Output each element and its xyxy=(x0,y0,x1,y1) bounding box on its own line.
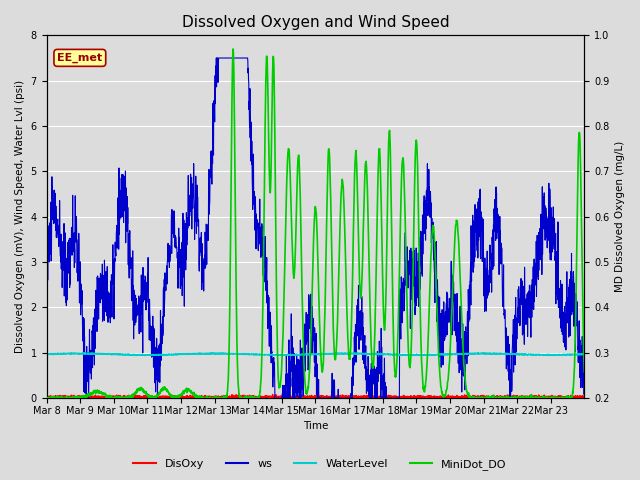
MiniDot_DO xyxy=(477,395,485,400)
MiniDot_DO xyxy=(508,395,516,401)
MiniDot_DO xyxy=(348,300,356,306)
WaterLevel xyxy=(43,351,51,357)
DisOxy xyxy=(43,394,51,399)
DisOxy xyxy=(269,392,276,397)
Line: DisOxy: DisOxy xyxy=(47,395,584,398)
Title: Dissolved Oxygen and Wind Speed: Dissolved Oxygen and Wind Speed xyxy=(182,15,449,30)
DisOxy xyxy=(508,395,516,400)
ws xyxy=(154,396,161,401)
DisOxy xyxy=(59,396,67,401)
WaterLevel xyxy=(508,351,516,357)
MiniDot_DO xyxy=(97,389,104,395)
WaterLevel xyxy=(212,350,220,356)
Y-axis label: MD Dissolved Oxygen (mg/L): MD Dissolved Oxygen (mg/L) xyxy=(615,141,625,292)
Text: EE_met: EE_met xyxy=(58,53,102,63)
ws xyxy=(97,300,104,306)
Line: WaterLevel: WaterLevel xyxy=(47,353,584,356)
Legend: DisOxy, ws, WaterLevel, MiniDot_DO: DisOxy, ws, WaterLevel, MiniDot_DO xyxy=(129,455,511,474)
X-axis label: Time: Time xyxy=(303,421,328,432)
ws xyxy=(212,55,220,61)
WaterLevel xyxy=(348,350,355,356)
DisOxy xyxy=(477,394,485,399)
DisOxy xyxy=(580,394,588,400)
MiniDot_DO xyxy=(44,396,51,401)
WaterLevel xyxy=(573,352,581,358)
ws xyxy=(348,374,356,380)
MiniDot_DO xyxy=(229,46,237,52)
MiniDot_DO xyxy=(43,395,51,400)
MiniDot_DO xyxy=(212,396,220,401)
ws xyxy=(508,382,516,387)
MiniDot_DO xyxy=(573,220,581,226)
ws xyxy=(477,228,485,234)
ws xyxy=(580,375,588,381)
WaterLevel xyxy=(474,350,482,356)
WaterLevel xyxy=(97,351,104,357)
DisOxy xyxy=(212,393,220,399)
Y-axis label: Dissolved Oxygen (mV), Wind Speed, Water Lvl (psi): Dissolved Oxygen (mV), Wind Speed, Water… xyxy=(15,80,25,353)
DisOxy xyxy=(97,395,104,400)
WaterLevel xyxy=(477,350,485,356)
ws xyxy=(573,299,581,305)
WaterLevel xyxy=(406,353,413,359)
MiniDot_DO xyxy=(580,369,588,375)
WaterLevel xyxy=(580,351,588,357)
Line: ws: ws xyxy=(47,58,584,398)
DisOxy xyxy=(348,394,356,399)
ws xyxy=(213,55,221,61)
Line: MiniDot_DO: MiniDot_DO xyxy=(47,49,584,398)
ws xyxy=(43,258,51,264)
DisOxy xyxy=(573,395,581,400)
